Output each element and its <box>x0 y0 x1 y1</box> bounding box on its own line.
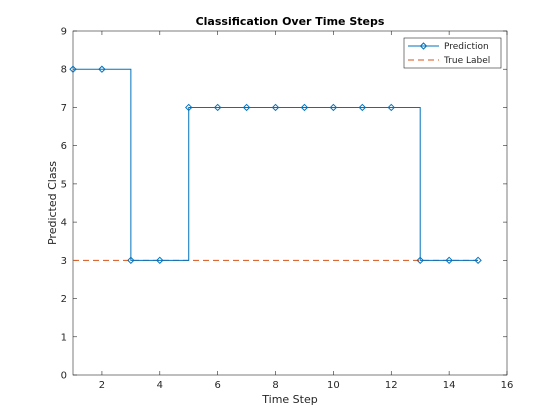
prediction-point <box>185 103 193 112</box>
prediction-point <box>358 103 367 112</box>
y-tick-label: 9 <box>61 27 67 38</box>
y-tick-label: 8 <box>61 65 67 76</box>
y-tick-label: 1 <box>61 332 67 343</box>
y-tick-label: 2 <box>61 294 67 305</box>
prediction-point <box>213 103 222 112</box>
prediction-point <box>474 256 482 265</box>
y-axis-label: Predicted Class <box>46 161 59 245</box>
prediction-point <box>300 103 309 112</box>
x-axis: 2 4 6 8 10 12 14 16 <box>99 31 514 391</box>
prediction-point <box>329 103 338 112</box>
prediction-point <box>127 256 135 265</box>
x-tick-label: 12 <box>385 380 398 391</box>
y-tick-label: 4 <box>61 218 67 229</box>
prediction-point <box>387 103 395 112</box>
legend-prediction-marker <box>419 42 428 50</box>
legend-prediction-label: Prediction <box>444 42 489 52</box>
x-tick-label: 4 <box>157 380 163 391</box>
y-tick-label: 7 <box>61 103 67 114</box>
legend-true-label-label: True Label <box>443 56 490 66</box>
x-tick-label: 14 <box>443 380 456 391</box>
legend: Prediction True Label <box>403 37 502 69</box>
legend-box <box>403 37 502 69</box>
x-axis-label: Time Step <box>261 393 317 406</box>
x-tick-label: 10 <box>327 380 340 391</box>
prediction-point <box>271 103 280 112</box>
x-tick-label: 8 <box>272 380 278 391</box>
y-axis: 0 1 2 3 4 5 6 7 8 9 <box>61 27 507 382</box>
prediction-point <box>156 256 164 265</box>
prediction-point <box>416 256 424 265</box>
prediction-point <box>98 65 106 73</box>
plot-area <box>72 30 508 376</box>
y-tick-label: 0 <box>61 371 67 382</box>
y-tick-label: 6 <box>61 141 67 152</box>
series-prediction-line <box>73 68 479 261</box>
prediction-point <box>445 256 453 265</box>
x-tick-label: 16 <box>501 380 514 391</box>
series-layer <box>69 65 482 265</box>
y-tick-label: 3 <box>61 256 67 267</box>
prediction-point <box>242 103 251 112</box>
chart-title: Classification Over Time Steps <box>196 15 385 28</box>
y-tick-label: 5 <box>61 179 67 190</box>
x-tick-label: 2 <box>99 380 105 391</box>
x-tick-label: 6 <box>214 380 220 391</box>
prediction-point <box>69 65 77 73</box>
